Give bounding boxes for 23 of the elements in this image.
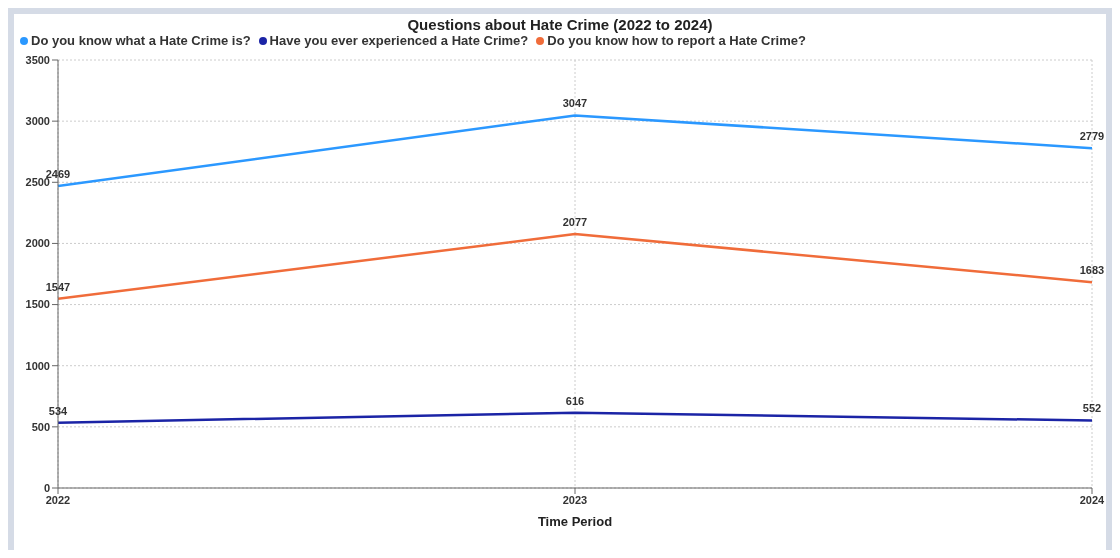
chart-title: Questions about Hate Crime (2022 to 2024) [406, 15, 714, 33]
data-label: 3047 [562, 97, 588, 110]
data-label: 552 [1082, 402, 1102, 415]
legend-label: Do you know what a Hate Crime is? [30, 33, 251, 48]
y-tick-label: 0 [43, 481, 50, 494]
data-label: 2077 [562, 216, 588, 229]
y-tick-label: 3000 [25, 115, 50, 128]
x-tick-label: 2023 [562, 493, 588, 506]
data-label: 1547 [45, 280, 71, 293]
legend-label: Do you know how to report a Hate Crime? [546, 33, 806, 48]
y-tick-label: 500 [31, 420, 50, 433]
data-label: 616 [565, 394, 585, 407]
legend-label: Have you ever experienced a Hate Crime? [268, 33, 529, 48]
y-tick-label: 2000 [25, 237, 50, 250]
y-tick-label: 1000 [25, 359, 50, 372]
data-label: 534 [48, 404, 69, 417]
data-label: 2779 [1079, 130, 1105, 143]
x-axis-title: Time Period [537, 514, 613, 529]
x-tick-label: 2024 [1079, 493, 1106, 506]
y-tick-label: 1500 [25, 298, 50, 311]
data-label: 1683 [1079, 264, 1105, 277]
y-tick-label: 3500 [25, 53, 50, 66]
x-tick-label: 2022 [45, 493, 71, 506]
